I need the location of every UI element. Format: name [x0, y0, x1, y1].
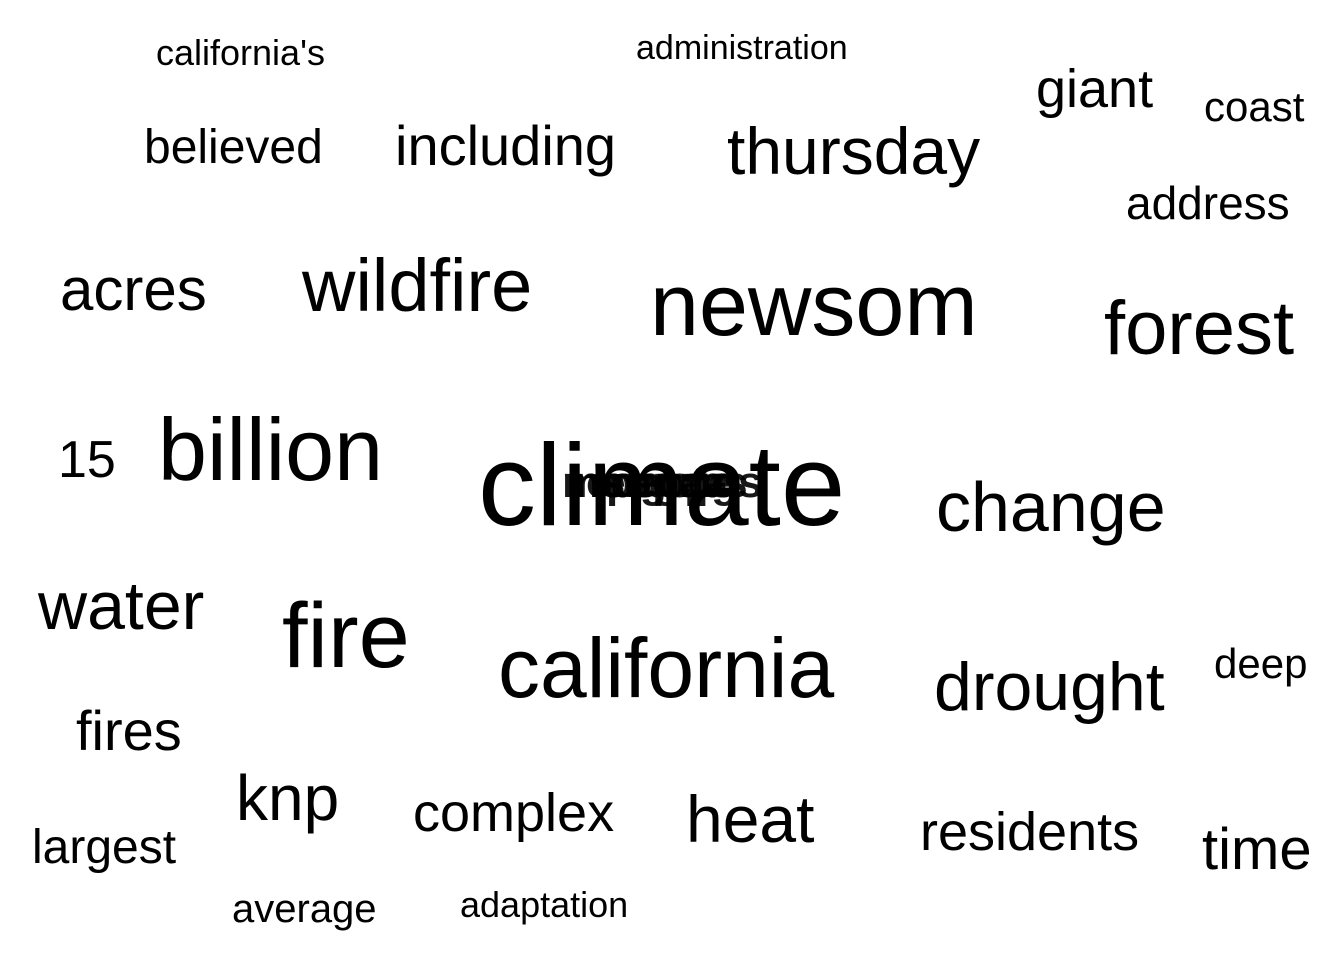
word-wildfire: wildfire — [302, 244, 533, 327]
word-complex: complex — [413, 783, 615, 843]
word-15: 15 — [58, 431, 116, 489]
word-climate: climate — [478, 420, 846, 550]
word-knp: knp — [236, 762, 340, 834]
svg-text:ougcre: ougcre — [586, 458, 733, 507]
word-average: average — [232, 887, 377, 931]
word-heat: heat — [686, 782, 815, 856]
word-fires: fires — [76, 699, 182, 762]
word-change: change — [936, 468, 1166, 546]
word-largest: largest — [32, 821, 177, 874]
word-adaptation: adaptation — [460, 884, 629, 925]
svg-text:mengaa: mengaa — [562, 458, 729, 507]
word-water: water — [38, 568, 205, 644]
word-deep: deep — [1214, 640, 1308, 687]
word-billion: billion — [158, 400, 384, 499]
word-time: time — [1202, 817, 1312, 882]
word-residents: residents — [920, 802, 1140, 862]
svg-text:nsoprps: nsoprps — [574, 458, 748, 507]
word-californias: california's — [156, 32, 325, 73]
word-california: california — [498, 621, 835, 715]
word-believed: believed — [144, 121, 323, 174]
word-administration: administration — [636, 29, 848, 67]
word-fire: fire — [282, 585, 410, 687]
word-newsom: newsom — [650, 255, 978, 354]
word-giant: giant — [1036, 59, 1154, 119]
word-including: including — [395, 114, 617, 177]
word-coast: coast — [1204, 83, 1305, 130]
svg-text:peopgs: peopgs — [606, 458, 762, 507]
word-forest: forest — [1104, 286, 1295, 371]
word-thursday: thursday — [727, 114, 981, 188]
word-drought: drought — [934, 649, 1165, 725]
word-address: address — [1126, 177, 1290, 229]
svg-text:maonq: maonq — [596, 458, 740, 507]
word-acres: acres — [60, 256, 207, 323]
